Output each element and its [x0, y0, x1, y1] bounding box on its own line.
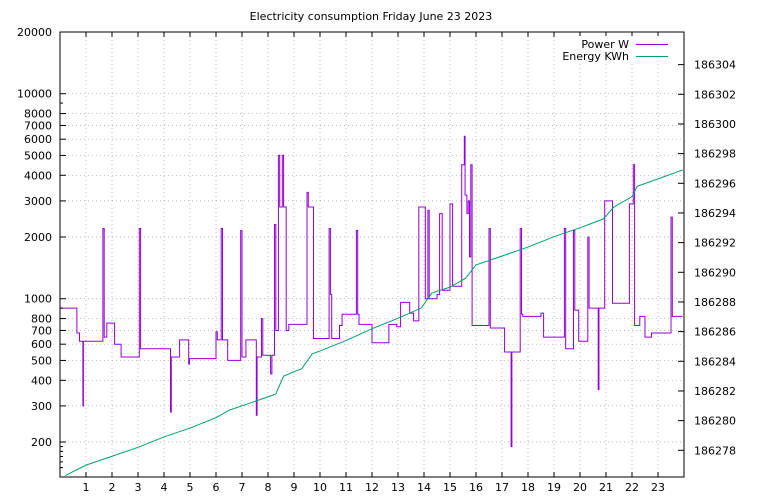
y-left-tick-label: 4000	[24, 169, 52, 182]
y-left-tick-label: 500	[31, 354, 52, 367]
y-left-tick-label: 600	[31, 338, 52, 351]
y-right-tick-label: 186290	[694, 266, 736, 279]
x-tick-label: 13	[391, 481, 405, 494]
x-tick-label: 17	[495, 481, 509, 494]
y-left-tick-label: 200	[31, 436, 52, 449]
x-tick-label: 21	[599, 481, 613, 494]
x-tick-label: 10	[313, 481, 327, 494]
grid	[60, 32, 684, 477]
legend-label-power: Power W	[581, 38, 629, 51]
y-left-tick-label: 800	[31, 313, 52, 326]
x-tick-label: 22	[625, 481, 639, 494]
x-tick-label: 18	[521, 481, 535, 494]
y-left-tick-label: 6000	[24, 133, 52, 146]
chart-title: Electricity consumption Friday June 23 2…	[250, 10, 493, 23]
y-right-tick-label: 186282	[694, 385, 736, 398]
y-right-tick-label: 186278	[694, 444, 736, 457]
legend-bg	[560, 36, 680, 64]
y-left-tick-label: 300	[31, 400, 52, 413]
x-tick-label: 6	[213, 481, 220, 494]
x-tick-label: 2	[109, 481, 116, 494]
y-left-tick-label: 400	[31, 374, 52, 387]
y-right-tick-label: 186298	[694, 148, 736, 161]
y-right-tick-label: 186294	[694, 207, 736, 220]
series-line-power	[60, 135, 683, 448]
x-tick-label: 15	[443, 481, 457, 494]
y-left-tick-label: 700	[31, 324, 52, 337]
y-right-tick-label: 186280	[694, 415, 736, 428]
y-right-tick-label: 186296	[694, 177, 736, 190]
x-tick-label: 7	[239, 481, 246, 494]
y-right-tick-label: 186288	[694, 296, 736, 309]
legend: Power W Energy KWh	[560, 36, 680, 64]
x-tick-label: 14	[417, 481, 431, 494]
y-right-tick-label: 186304	[694, 59, 736, 72]
y-left-tick-label: 5000	[24, 149, 52, 162]
series-layer	[60, 135, 683, 476]
y-left-tick-label: 3000	[24, 195, 52, 208]
y-right-tick-label: 186286	[694, 326, 736, 339]
x-tick-label: 5	[187, 481, 194, 494]
legend-label-energy: Energy KWh	[562, 50, 629, 63]
y-left-tick-label: 2000	[24, 231, 52, 244]
x-tick-label: 1	[83, 481, 90, 494]
y-right-tick-label: 186284	[694, 355, 736, 368]
x-tick-label: 19	[547, 481, 561, 494]
y-left-tick-label: 10000	[17, 88, 52, 101]
y-right-tick-label: 186292	[694, 237, 736, 250]
x-tick-label: 20	[573, 481, 587, 494]
plot-frame	[59, 31, 685, 478]
x-tick-label: 3	[135, 481, 142, 494]
series-line-energy	[64, 169, 683, 476]
y-left-tick-label: 8000	[24, 108, 52, 121]
x-tick-label: 9	[291, 481, 298, 494]
y-right-tick-label: 186302	[694, 88, 736, 101]
axes: 1 2 3 4 5 6 7 8 9 10 11 12 13 14 15 16 17 18 19 20 21 22 23200…	[17, 26, 736, 494]
x-tick-label: 11	[339, 481, 353, 494]
x-tick-label: 4	[161, 481, 168, 494]
y-left-tick-label: 20000	[17, 26, 52, 39]
y-left-tick-label: 7000	[24, 119, 52, 132]
x-tick-label: 23	[651, 481, 665, 494]
y-left-tick-label: 1000	[24, 293, 52, 306]
y-right-tick-label: 186300	[694, 118, 736, 131]
x-tick-label: 8	[265, 481, 272, 494]
x-tick-label: 12	[365, 481, 379, 494]
x-tick-label: 16	[469, 481, 483, 494]
